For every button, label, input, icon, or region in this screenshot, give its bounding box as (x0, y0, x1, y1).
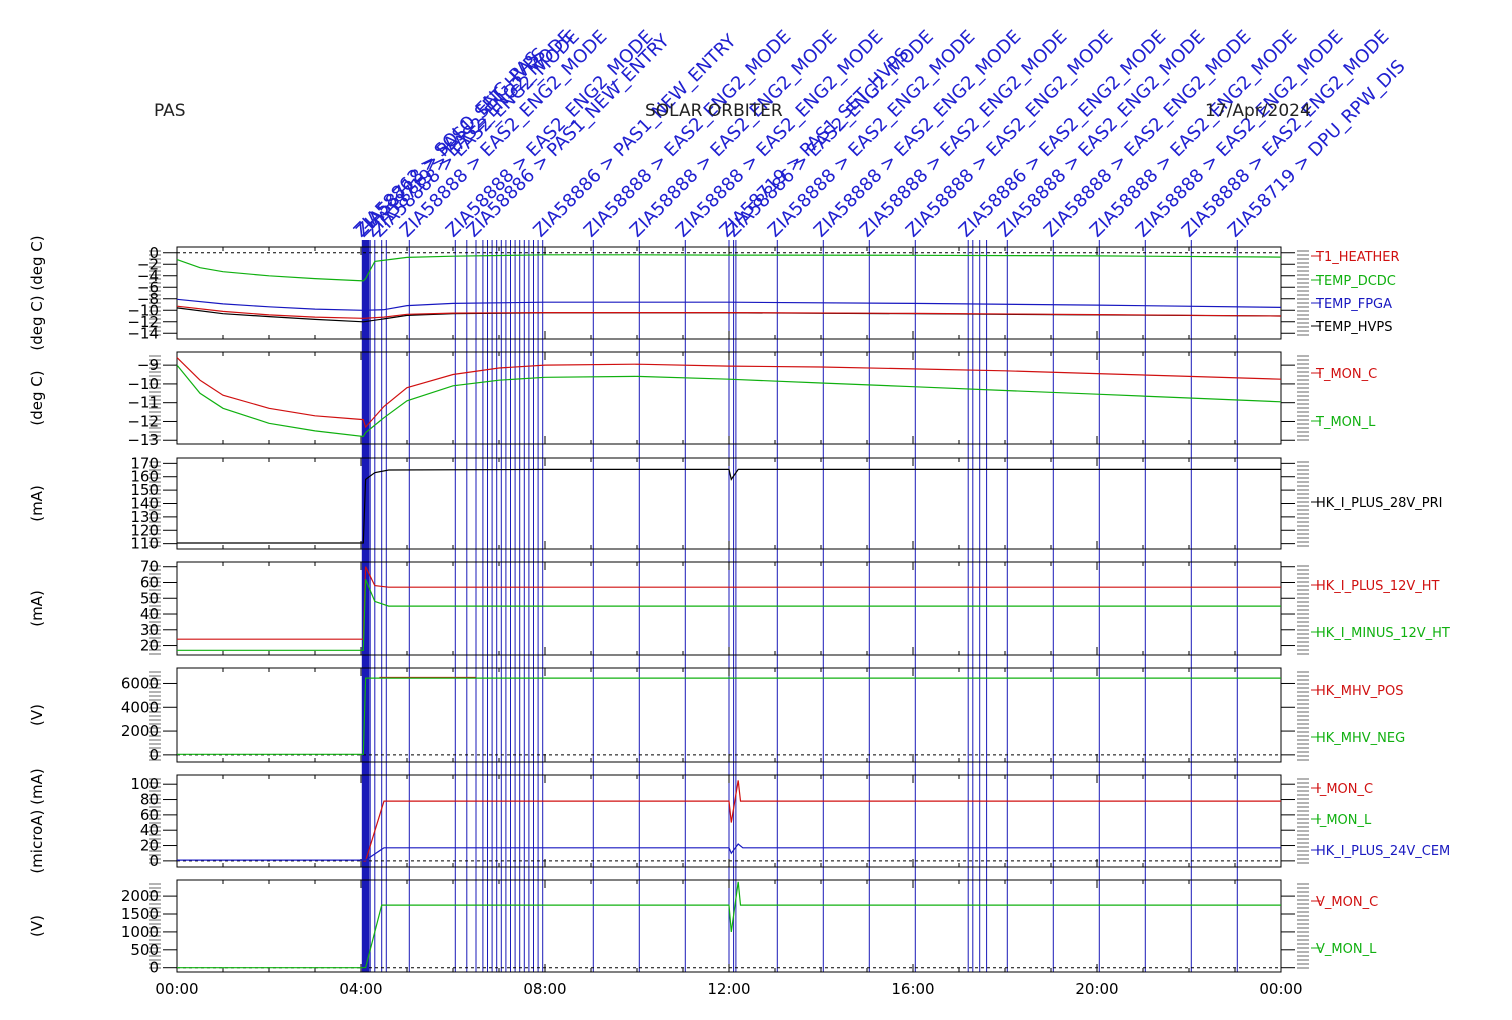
ytick-label: 80 (140, 791, 159, 809)
panel-unit-label: (deg C) (deg C) (28, 235, 46, 350)
ytick-label: 70 (140, 558, 159, 576)
ytick-label: 60 (140, 573, 159, 591)
series-line (177, 579, 1281, 651)
series-line (176, 254, 1282, 282)
mission-label: SOLAR ORBITER (645, 101, 783, 121)
xtick-label: 12:00 (707, 980, 750, 998)
ytick-label: −11 (127, 394, 159, 412)
legend-label: HK_MHV_POS (1316, 684, 1404, 699)
ytick-label: 170 (130, 454, 159, 472)
series-line (177, 843, 1281, 861)
ytick-label: 20 (140, 837, 159, 855)
series-line (176, 357, 1282, 429)
ytick-label: 140 (130, 495, 159, 513)
panel-unit-label: (deg C) (28, 370, 46, 425)
plot-header: PAS SOLAR ORBITER 17/Apr/2024 (154, 101, 1311, 121)
legend-label: V_MON_L (1316, 942, 1377, 957)
panel-unit-label: (mA) (28, 485, 46, 522)
ytick-label: 2000 (121, 887, 159, 905)
legend-label: T1_HEATHER (1315, 250, 1400, 265)
ytick-label: 120 (130, 521, 159, 539)
xtick-label: 08:00 (523, 980, 566, 998)
legend-label: HK_I_PLUS_28V_PRI (1316, 496, 1442, 511)
instrument-label: PAS (154, 101, 186, 121)
ytick-label: −12 (127, 313, 159, 331)
legend-label: TEMP_HVPS (1315, 320, 1392, 335)
legend-label: HK_I_PLUS_12V_HT (1316, 579, 1440, 594)
ytick-label: −13 (127, 431, 159, 449)
ytick-label: −8 (137, 290, 159, 308)
legend-label: T_MON_C (1315, 367, 1377, 382)
xtick-label: 00:00 (1259, 980, 1302, 998)
ytick-label: 20 (140, 637, 159, 655)
ytick-label: −4 (137, 267, 159, 285)
series-line (176, 305, 1282, 319)
ytick-label: 2000 (121, 722, 159, 740)
legend-label: TEMP_DCDC (1315, 274, 1396, 289)
legend-label: HK_I_PLUS_24V_CEM (1316, 844, 1450, 859)
series-line (363, 780, 1281, 862)
ytick-label: 0 (149, 852, 159, 870)
series-line (176, 298, 1282, 311)
ytick-label: 1500 (121, 905, 159, 923)
legend-label: TEMP_FPGA (1315, 297, 1392, 312)
ytick-label: −12 (127, 412, 159, 430)
xtick-label: 04:00 (339, 980, 382, 998)
series-line (177, 881, 1281, 969)
legend-label: HK_MHV_NEG (1316, 731, 1405, 746)
ytick-label: 50 (140, 589, 159, 607)
legend-label: I_MON_C (1316, 782, 1373, 797)
panel-1: 0−2−4−6−8−10−12−14 (deg C) (deg C) T1_HEAT… (28, 235, 1400, 350)
panel-2: −9−10−11−12−13 (deg C) T_MON_C T_MON_L (28, 351, 1377, 449)
ytick-label: 6000 (121, 674, 159, 692)
plot-panels: 0−2−4−6−8−10−12−14(deg C) (deg C) T1_HEAT… (28, 235, 1450, 976)
legend-label: T_MON_L (1315, 415, 1376, 430)
ytick-label: 40 (140, 821, 159, 839)
xtick-label: 20:00 (1075, 980, 1118, 998)
ytick-label: 4000 (121, 698, 159, 716)
series-line (177, 677, 1281, 755)
ytick-label: 0 (149, 746, 159, 764)
ytick-label: −9 (137, 356, 159, 374)
series-line (177, 468, 1281, 544)
date-label: 17/Apr/2024 (1205, 101, 1311, 121)
ytick-label: 150 (130, 481, 159, 499)
legend-label: HK_I_MINUS_12V_HT (1316, 626, 1450, 641)
ytick-label: −14 (127, 324, 159, 342)
ytick-label: −10 (127, 375, 159, 393)
panel-5: 6000 4000 2000 0 (V) HK_MHV_POS HK_MHV_NEG (28, 667, 1405, 764)
ytick-label: 30 (140, 621, 159, 639)
ytick-label: −6 (137, 278, 159, 296)
ytick-label: 40 (140, 605, 159, 623)
ytick-label: 1000 (121, 923, 159, 941)
ytick-label: 160 (130, 468, 159, 486)
ytick-label: −10 (127, 301, 159, 319)
ytick-label: 0 (149, 244, 159, 262)
ytick-label: 0 (149, 959, 159, 977)
legend-label: V_MON_C (1316, 895, 1378, 910)
series-line (176, 364, 1282, 438)
ytick-label: 500 (130, 941, 159, 959)
panel-unit-label: (V) (28, 915, 46, 937)
xtick-label: 00:00 (155, 980, 198, 998)
time-axis: 00:00 04:00 08:00 12:00 16:00 20:00 00:00 (155, 980, 1302, 998)
panel-unit-label: (V) (28, 704, 46, 726)
ytick-label: −2 (137, 255, 159, 273)
ytick-label: 110 (130, 535, 159, 553)
ytick-label: 60 (140, 806, 159, 824)
ytick-label: 130 (130, 508, 159, 526)
legend-label: I_MON_L (1316, 813, 1372, 828)
xtick-label: 16:00 (891, 980, 934, 998)
ytick-label: 100 (130, 775, 159, 793)
panel-unit-label: (microA) (mA) (28, 768, 46, 873)
panel-unit-label: (mA) (28, 590, 46, 627)
